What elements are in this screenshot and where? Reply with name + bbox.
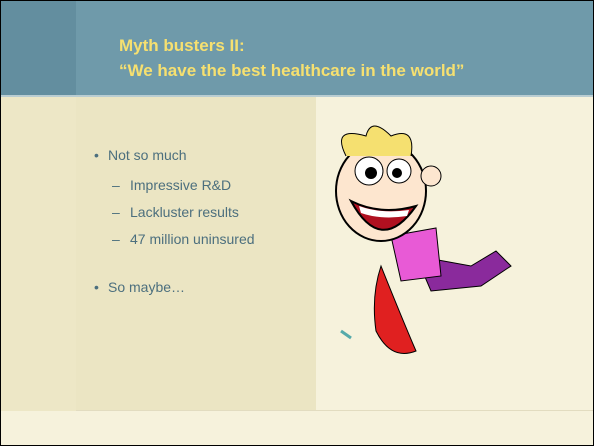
slide: Myth busters II: “We have the best healt… — [0, 0, 594, 446]
divider — [76, 410, 593, 411]
title: “We have the best healthcare in the worl… — [119, 61, 464, 81]
sub-bullet: 47 million uninsured — [94, 226, 255, 253]
bullet-list: Not so much Impressive R&D Lackluster re… — [94, 147, 255, 299]
sub-bullet: Lackluster results — [94, 199, 255, 226]
bullet: So maybe… — [94, 279, 255, 295]
bullet: Not so much — [94, 147, 255, 163]
title: Myth busters II: — [119, 36, 245, 56]
corner — [1, 1, 76, 96]
header-band — [1, 1, 593, 96]
sub-bullet: Impressive R&D — [94, 172, 255, 199]
cartoon — [321, 116, 541, 366]
